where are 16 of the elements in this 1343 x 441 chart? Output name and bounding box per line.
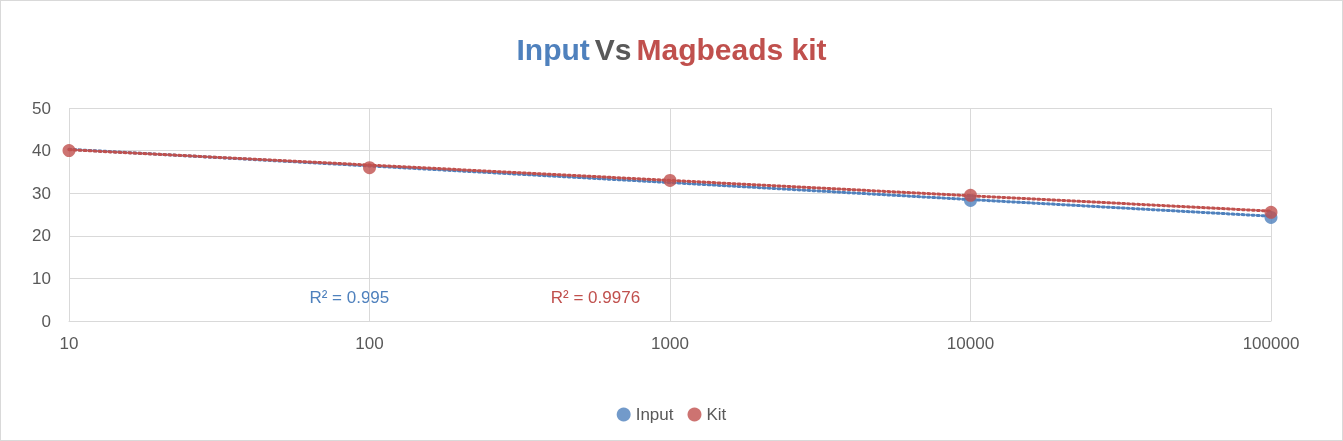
y-tick-label: 30 — [32, 183, 51, 203]
y-tick-label: 10 — [32, 268, 51, 288]
y-tick-label: 0 — [41, 311, 51, 331]
annotation: R² = 0.9976 — [550, 288, 641, 307]
y-tick-label: 50 — [32, 98, 51, 118]
legend-label: Input — [635, 405, 674, 424]
x-tick-label: 10000 — [946, 334, 995, 353]
annotation: R² = 0.995 — [309, 288, 390, 307]
y-tick-label: 40 — [32, 141, 51, 161]
x-tick-label: 10 — [59, 334, 79, 353]
chart-title: Input Vs Magbeads kit — [516, 32, 827, 66]
x-tick-label: 100000 — [1242, 334, 1300, 353]
x-tick-label: 1000 — [651, 334, 689, 353]
y-tick-label: 20 — [32, 226, 51, 246]
legend-label: Kit — [706, 405, 727, 424]
x-tick-label: 100 — [355, 334, 384, 353]
